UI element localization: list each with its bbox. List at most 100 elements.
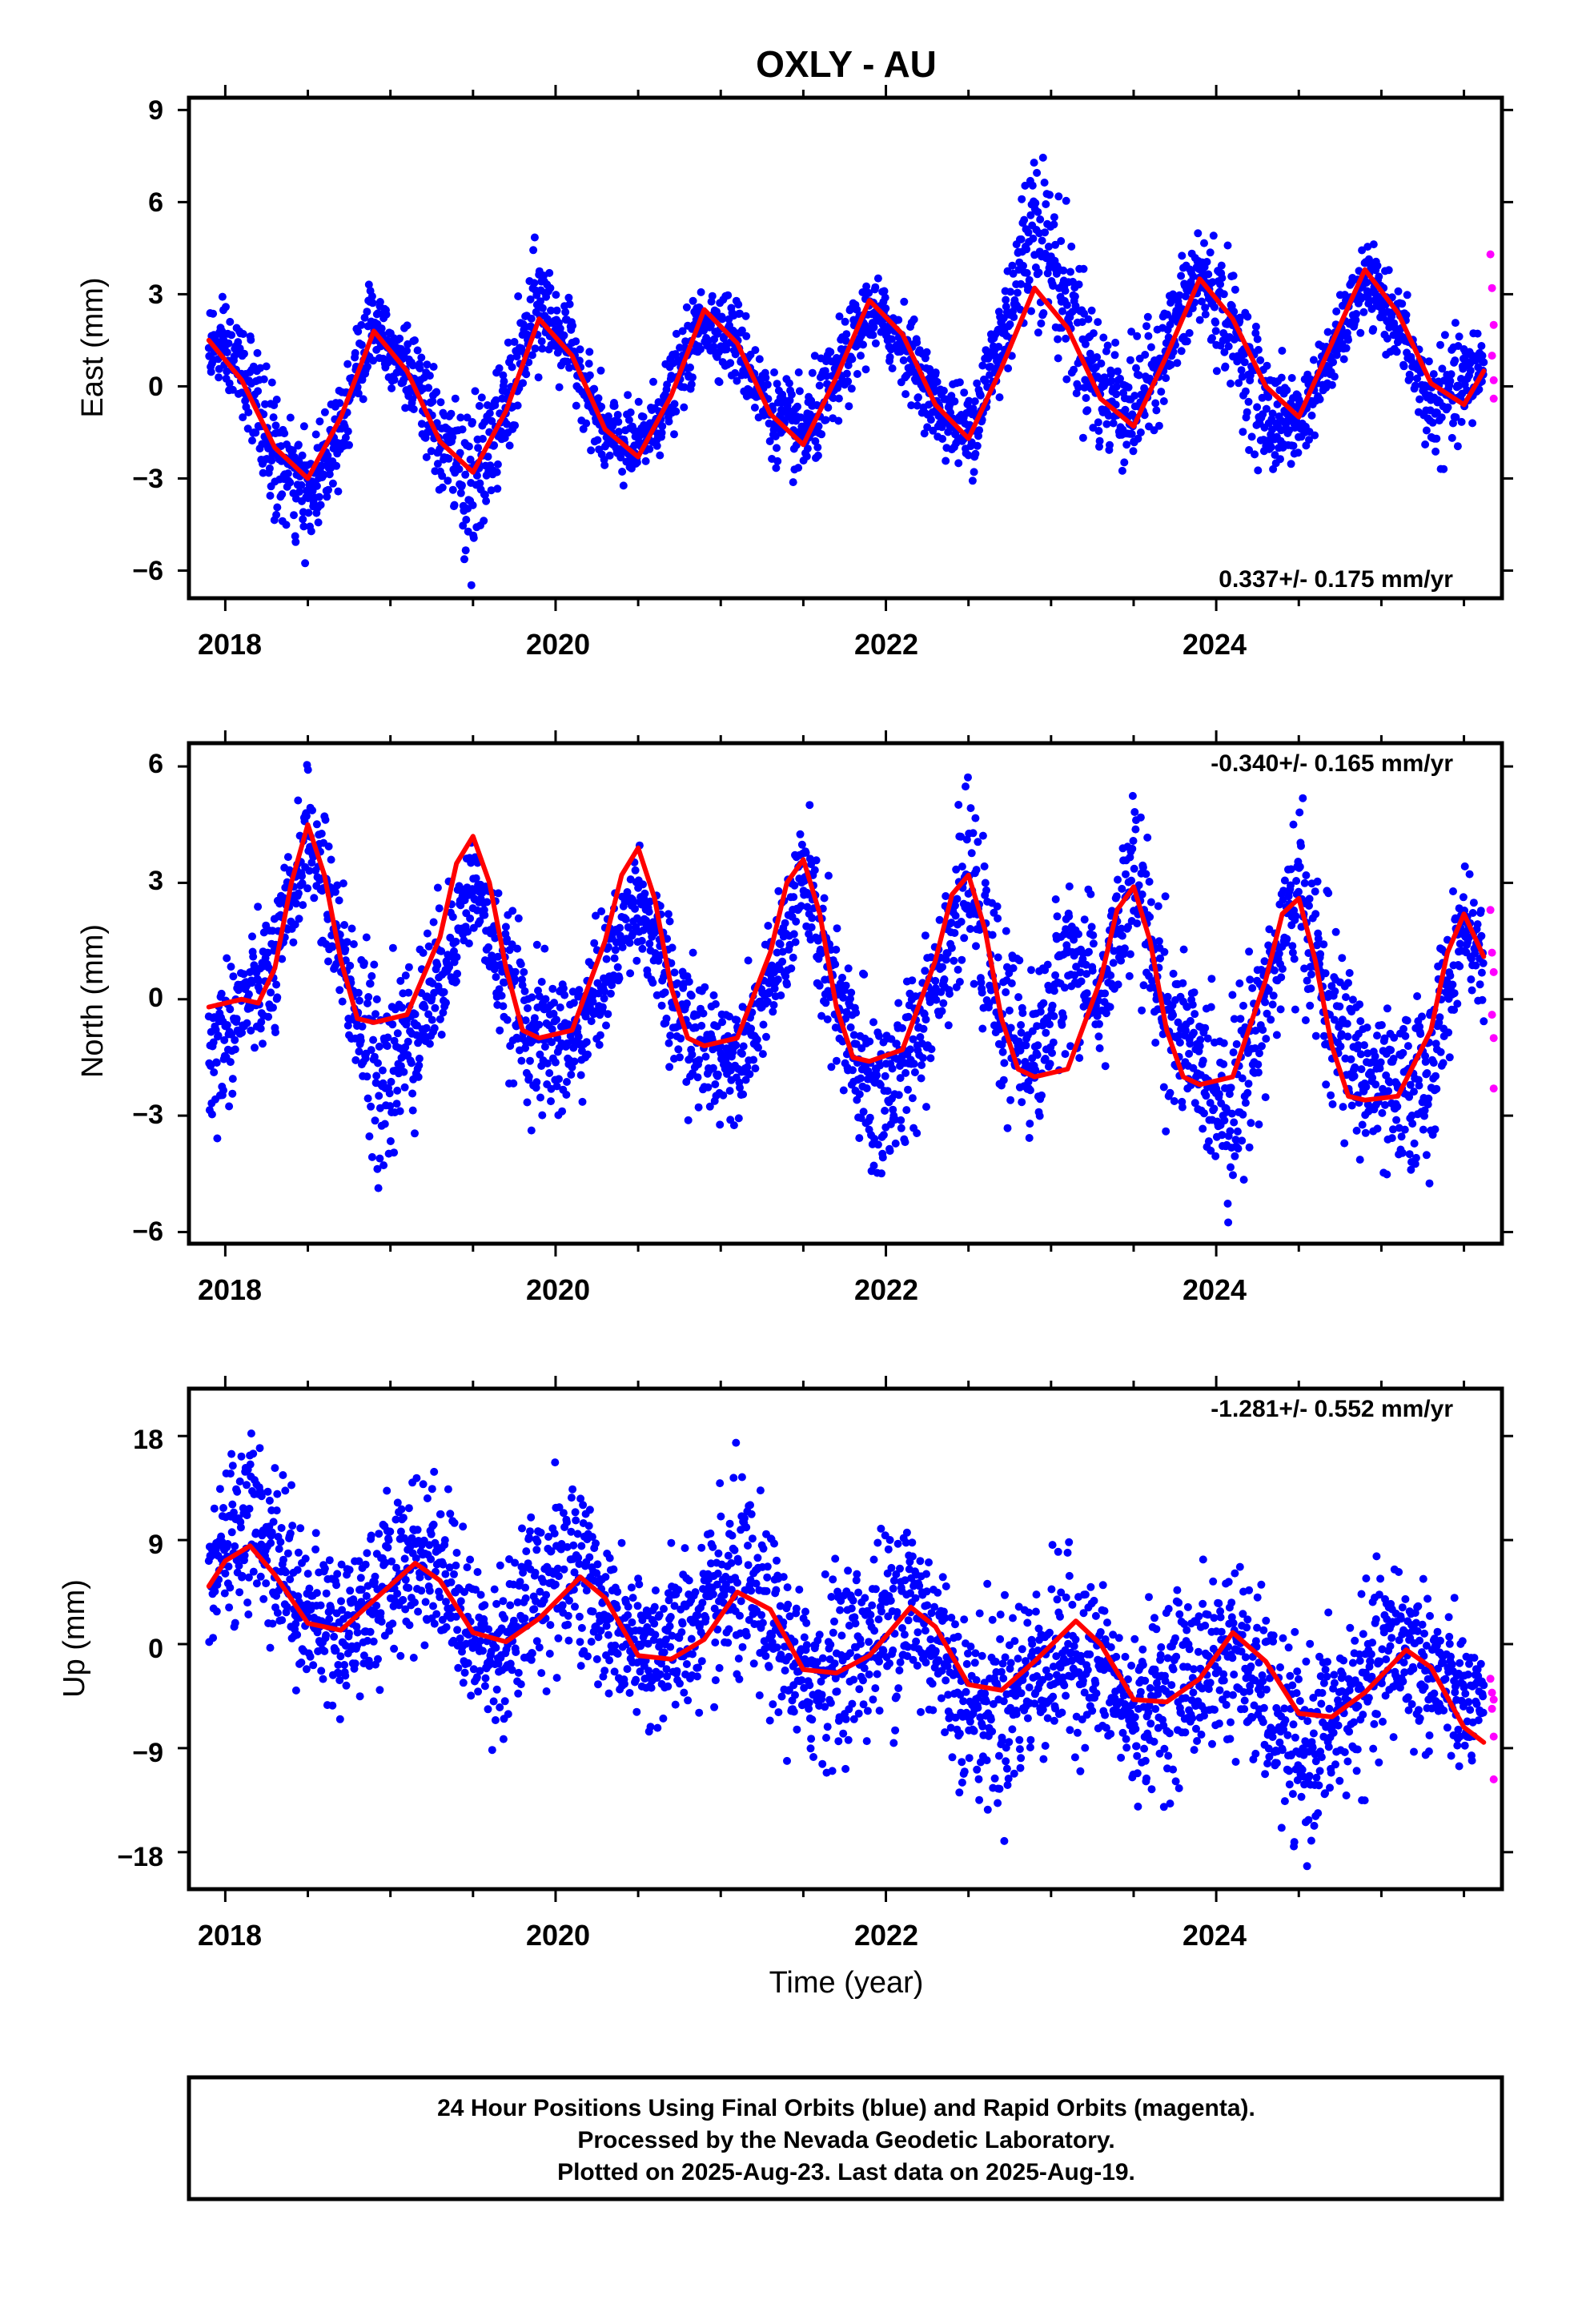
east-final-orbit-point — [504, 338, 512, 347]
east-final-orbit-point — [500, 377, 508, 386]
north-final-orbit-point — [888, 1064, 897, 1073]
north-final-orbit-point — [388, 943, 397, 952]
east-final-orbit-point — [1177, 271, 1186, 280]
east-final-orbit-point — [1034, 268, 1043, 277]
north-final-orbit-point — [1046, 1059, 1054, 1068]
north-final-orbit-point — [1234, 1144, 1243, 1153]
north-final-orbit-point — [538, 1111, 547, 1120]
east-final-orbit-point — [1201, 310, 1210, 319]
east-final-orbit-point — [594, 394, 603, 403]
east-final-orbit-point — [315, 417, 324, 426]
east-final-orbit-point — [512, 352, 521, 361]
north-final-orbit-point — [1018, 1009, 1027, 1017]
east-final-orbit-point — [1111, 338, 1120, 347]
east-final-orbit-point — [1477, 342, 1486, 350]
north-final-orbit-point — [494, 889, 503, 898]
east-final-orbit-point — [495, 364, 504, 372]
east-final-orbit-point — [689, 373, 697, 382]
east-final-orbit-point — [480, 491, 489, 500]
east-final-orbit-point — [1110, 351, 1119, 360]
north-final-orbit-point — [375, 1154, 384, 1163]
east-final-orbit-point — [1447, 433, 1456, 442]
north-final-orbit-point — [718, 1018, 727, 1027]
north-final-orbit-point — [855, 1090, 864, 1099]
north-final-orbit-point — [1114, 875, 1122, 884]
east-final-orbit-point — [564, 293, 573, 302]
east-final-orbit-point — [909, 315, 918, 324]
east-final-orbit-point — [399, 376, 408, 384]
east-final-orbit-point — [815, 381, 824, 390]
north-final-orbit-point — [390, 1148, 399, 1157]
north-final-orbit-point — [574, 1032, 583, 1041]
north-final-orbit-point — [632, 956, 641, 965]
north-final-orbit-point — [1146, 913, 1154, 921]
east-final-orbit-point — [1182, 337, 1191, 346]
east-final-orbit-point — [1054, 192, 1063, 201]
east-final-orbit-point — [451, 394, 460, 403]
east-final-orbit-point — [1267, 443, 1275, 452]
north-final-orbit-point — [909, 1059, 918, 1068]
north-final-orbit-point — [978, 1024, 987, 1033]
north-final-orbit-point — [347, 924, 356, 933]
north-final-orbit-point — [777, 991, 785, 999]
east-final-orbit-point — [1144, 332, 1153, 340]
north-final-orbit-point — [1138, 1006, 1146, 1015]
north-final-orbit-point — [452, 953, 461, 962]
east-final-orbit-point — [1142, 322, 1150, 331]
north-final-orbit-point — [1203, 1034, 1212, 1043]
east-final-orbit-point — [1154, 421, 1163, 430]
east-final-orbit-point — [335, 399, 344, 408]
east-final-orbit-point — [1054, 335, 1062, 344]
north-final-orbit-point — [743, 1063, 752, 1072]
north-final-orbit-point — [778, 957, 787, 966]
east-final-orbit-point — [1194, 229, 1203, 238]
north-final-orbit-point — [1061, 1050, 1070, 1059]
north-final-orbit-point — [1169, 969, 1178, 978]
east-final-orbit-point — [223, 348, 231, 356]
north-final-orbit-point — [844, 964, 853, 973]
north-final-orbit-point — [729, 1121, 738, 1130]
north-final-orbit-point — [904, 1085, 912, 1094]
north-final-orbit-point — [453, 969, 462, 978]
north-final-orbit-point — [791, 938, 800, 947]
east-final-orbit-point — [1074, 280, 1083, 289]
north-final-orbit-point — [969, 829, 978, 838]
east-final-orbit-point — [687, 380, 696, 388]
east-final-orbit-point — [1394, 287, 1403, 296]
north-final-orbit-point — [558, 1107, 567, 1116]
east-final-orbit-point — [1424, 357, 1433, 366]
north-final-orbit-point — [524, 1004, 532, 1012]
east-final-orbit-point — [207, 368, 215, 376]
east-final-orbit-point — [1241, 387, 1250, 396]
east-final-orbit-point — [773, 444, 781, 452]
north-final-orbit-point — [894, 999, 903, 1007]
east-final-orbit-point — [299, 522, 308, 531]
east-final-orbit-point — [845, 402, 853, 411]
east-final-orbit-point — [1143, 312, 1152, 321]
north-final-orbit-point — [674, 1045, 683, 1054]
north-final-orbit-point — [396, 1107, 404, 1116]
north-final-orbit-point — [452, 977, 460, 986]
north-final-orbit-point — [367, 1152, 376, 1161]
north-final-orbit-point — [869, 1161, 878, 1170]
north-final-orbit-point — [885, 1147, 894, 1156]
east-final-orbit-point — [467, 581, 476, 589]
north-final-orbit-point — [366, 979, 375, 988]
east-final-orbit-point — [652, 441, 661, 450]
north-final-orbit-point — [957, 918, 966, 926]
east-x-tick-label: 2024 — [1182, 628, 1247, 661]
north-final-orbit-point — [356, 1036, 365, 1045]
north-final-orbit-point — [338, 997, 347, 1006]
north-final-orbit-point — [716, 1120, 725, 1129]
north-final-orbit-point — [954, 801, 963, 809]
east-y-tick-label: 6 — [148, 187, 163, 218]
east-final-orbit-point — [955, 378, 964, 387]
north-final-orbit-point — [1246, 975, 1255, 984]
east-final-orbit-point — [254, 387, 263, 396]
north-final-orbit-point — [611, 946, 620, 955]
north-final-orbit-point — [371, 1010, 379, 1019]
north-final-orbit-point — [210, 1068, 219, 1076]
north-final-orbit-point — [1129, 837, 1138, 845]
east-final-orbit-point — [1206, 248, 1215, 257]
east-final-orbit-point — [1034, 328, 1042, 337]
